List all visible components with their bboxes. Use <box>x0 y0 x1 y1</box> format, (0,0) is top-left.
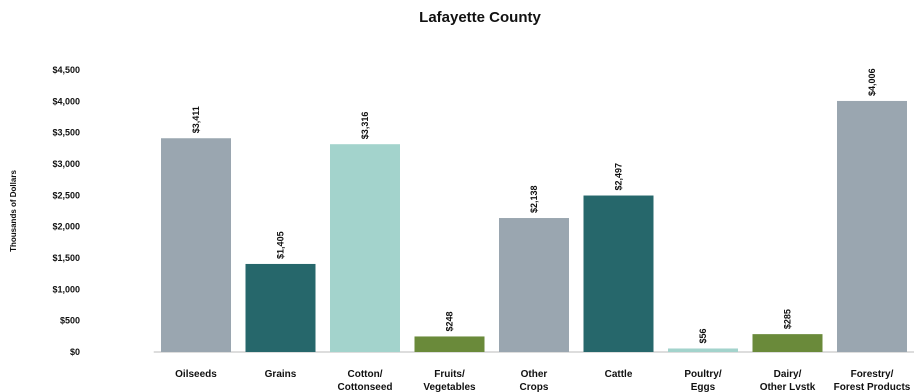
data-label: $285 <box>783 309 793 329</box>
y-tick-label: $2,000 <box>52 222 80 232</box>
bar <box>837 100 907 352</box>
data-labels: $3,411 $1,405 $3,316 $248 $2,138 $2,497 $56 $28… <box>191 68 877 343</box>
x-tick-label: Fruits/Vegetables <box>423 369 476 392</box>
x-tick-label: Grains <box>265 369 297 380</box>
bar <box>161 138 231 352</box>
bar <box>752 334 823 352</box>
x-tick-label: Poultry/Eggs <box>684 369 721 392</box>
y-tick-label: $4,500 <box>52 65 80 75</box>
data-label: $3,316 <box>360 112 370 140</box>
data-label: $2,497 <box>614 163 624 191</box>
x-tick-label: Dairy/Other Lvstk <box>760 369 816 392</box>
x-tick-label: Oilseeds <box>175 369 217 380</box>
bar <box>583 195 654 352</box>
y-tick-label: $1,500 <box>52 253 80 263</box>
y-tick-label: $3,500 <box>52 128 80 138</box>
bar <box>499 218 569 352</box>
data-label: $56 <box>698 328 708 343</box>
x-tick-label: Forestry/Forest Products <box>834 369 911 392</box>
data-label: $2,138 <box>529 185 539 213</box>
data-label: $248 <box>445 311 455 331</box>
bar <box>668 348 738 352</box>
y-axis-ticks: $0 $500 $1,000 $1,500 $2,000 $2,500 $3,000 $3,5… <box>52 65 80 357</box>
bar <box>414 336 485 352</box>
y-tick-label: $0 <box>70 347 80 357</box>
x-tick-label: Cattle <box>605 369 633 380</box>
data-label: $3,411 <box>191 106 201 133</box>
chart-title: Lafayette County <box>419 9 541 26</box>
x-axis-ticks: Oilseeds Grains Cotton/Cottonseed Fruits/Ve… <box>175 369 911 392</box>
bar <box>245 263 316 352</box>
x-tick-label: Cotton/Cottonseed <box>338 369 393 392</box>
y-tick-label: $1,000 <box>52 284 80 294</box>
data-label: $4,006 <box>867 68 877 96</box>
data-label: $1,405 <box>276 231 286 259</box>
y-tick-label: $3,000 <box>52 159 80 169</box>
y-tick-label: $2,500 <box>52 190 80 200</box>
y-axis-label: Thousands of Dollars <box>9 170 18 252</box>
y-tick-label: $500 <box>60 316 80 326</box>
bars <box>161 100 907 352</box>
y-tick-label: $4,000 <box>52 96 80 106</box>
bar <box>330 144 400 352</box>
x-tick-label: Other Crops <box>520 369 549 392</box>
